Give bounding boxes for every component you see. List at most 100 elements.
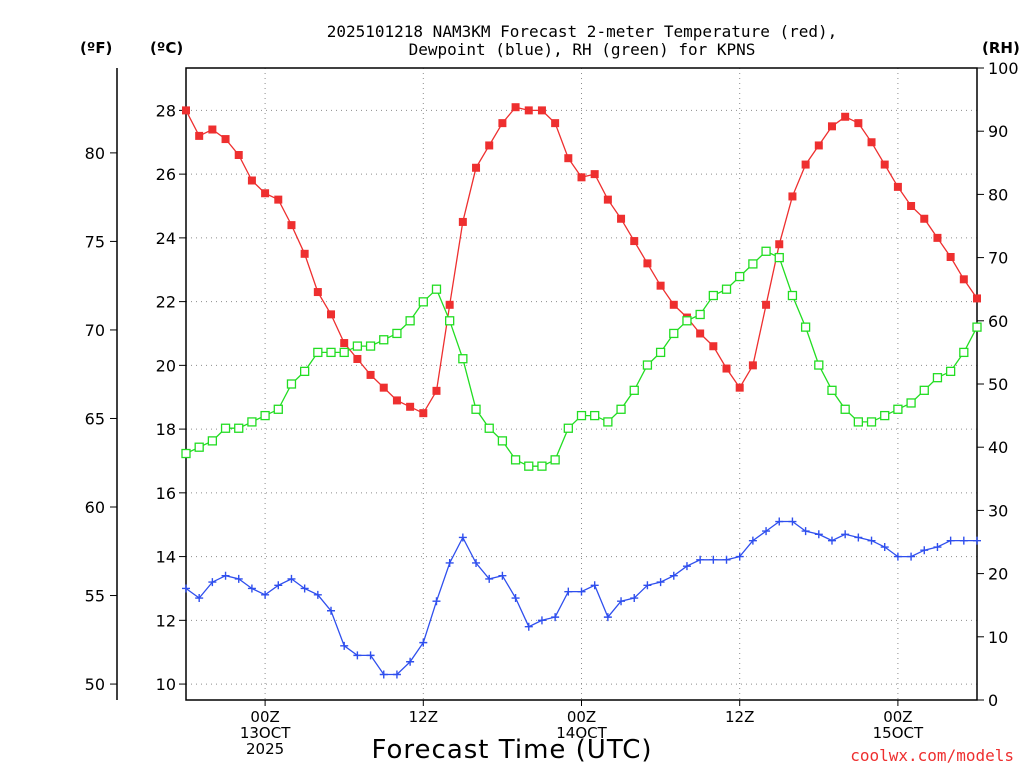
fahrenheit-axis: 50 55 60 65 70 75 80 — [85, 144, 117, 694]
temperature-point — [603, 195, 612, 204]
temperature-point — [366, 370, 375, 379]
rh-point — [537, 461, 547, 471]
celsius-tick-label: 12 — [156, 611, 176, 630]
rh-point — [959, 347, 969, 358]
temperature-point — [234, 151, 243, 160]
rh-point — [458, 354, 468, 364]
celsius-tick-label: 28 — [156, 101, 176, 120]
rh-tick-label: 0 — [988, 691, 998, 710]
celsius-unit-label: (ºC) — [150, 39, 183, 57]
temperature-point — [313, 288, 322, 297]
dewpoint-point — [920, 546, 929, 555]
time-tick-label: 15OCT — [873, 724, 924, 742]
dewpoint-point — [603, 613, 612, 622]
dewpoint-point — [775, 517, 784, 526]
rh-axis: 0 10 20 30 40 50 60 70 80 90 100 — [977, 59, 1019, 710]
rh-tick-label: 40 — [988, 438, 1008, 457]
temperature-point — [775, 240, 784, 249]
rh-point — [682, 316, 692, 326]
dewpoint-point — [327, 606, 336, 615]
dewpoint-point — [195, 594, 204, 603]
rh-point — [220, 423, 231, 433]
rh-unit-label: (RH) — [982, 39, 1020, 57]
dewpoint-point — [366, 651, 375, 660]
temperature-point — [590, 170, 599, 179]
dewpoint-point — [300, 584, 309, 593]
rh-tick-label: 90 — [988, 122, 1008, 141]
dewpoint-point — [682, 562, 691, 571]
fahrenheit-tick-label: 80 — [85, 144, 105, 163]
rh-tick-label: 30 — [988, 501, 1008, 520]
celsius-tick-label: 20 — [156, 356, 176, 375]
dewpoint-point — [419, 638, 428, 647]
temperature-point — [537, 106, 546, 115]
temperature-point — [485, 141, 494, 150]
dewpoint-point — [261, 590, 270, 599]
celsius-tick-label: 16 — [156, 484, 176, 503]
rh-point — [405, 316, 415, 326]
temperature-point — [577, 173, 586, 182]
rh-point — [669, 328, 679, 339]
dewpoint-point — [379, 670, 388, 679]
rh-point — [418, 297, 428, 307]
temperature-point — [406, 402, 415, 411]
temperature-point — [959, 275, 968, 284]
dewpoint-point — [458, 533, 467, 542]
temperature-point — [419, 409, 428, 418]
rh-point — [207, 436, 218, 446]
rh-point — [234, 423, 244, 433]
dewpoint-point — [748, 536, 757, 545]
dewpoint-point — [735, 552, 744, 561]
rh-point — [194, 442, 204, 452]
rh-tick-label: 100 — [988, 59, 1019, 78]
rh-point — [352, 341, 363, 351]
dewpoint-point — [340, 641, 349, 650]
temperature-point — [208, 125, 217, 134]
fahrenheit-tick-label: 60 — [85, 498, 105, 517]
rh-tick-label: 10 — [988, 628, 1008, 647]
temperature-point — [827, 122, 836, 131]
temperature-point — [511, 103, 520, 112]
dewpoint-point — [498, 571, 507, 580]
dewpoint-point — [353, 651, 362, 660]
celsius-tick-label: 14 — [156, 548, 176, 567]
dewpoint-point — [485, 574, 494, 583]
temperature-point — [287, 221, 296, 230]
temperature-point — [788, 192, 797, 201]
temperature-point — [379, 383, 388, 392]
temperature-point — [643, 259, 652, 268]
dewpoint-point — [392, 670, 401, 679]
rh-point — [431, 284, 442, 294]
temperature-point — [762, 300, 771, 309]
rh-point — [932, 373, 943, 383]
temperature-point — [195, 131, 204, 140]
dewpoint-point — [234, 574, 243, 583]
time-tick-label: 14OCT — [556, 724, 607, 742]
rh-point — [299, 366, 310, 377]
chart-title-line-1: 2025101218 NAM3KM Forecast 2-meter Tempe… — [327, 22, 838, 41]
dewpoint-point — [247, 584, 256, 593]
celsius-tick-label: 22 — [156, 293, 176, 312]
temperature-point — [696, 329, 705, 338]
dewpoint-point — [406, 657, 415, 666]
grid-lines — [186, 68, 977, 700]
temperature-point — [551, 119, 560, 128]
rh-point — [735, 271, 745, 282]
temperature-point — [617, 214, 626, 223]
fahrenheit-tick-label: 75 — [85, 232, 105, 251]
temperature-point — [472, 163, 481, 172]
dewpoint-point — [524, 622, 533, 631]
rh-tick-label: 50 — [988, 375, 1008, 394]
dewpoint-point — [841, 530, 850, 539]
dewpoint-point — [274, 581, 283, 590]
rh-point — [326, 347, 336, 358]
dewpoint-point — [577, 587, 586, 596]
dewpoint-point — [445, 558, 454, 567]
dewpoint-point — [946, 536, 955, 545]
rh-point — [695, 309, 705, 320]
time-tick-label: 00Z — [883, 708, 912, 726]
temperature-point — [656, 281, 665, 290]
dewpoint-point — [537, 616, 546, 625]
